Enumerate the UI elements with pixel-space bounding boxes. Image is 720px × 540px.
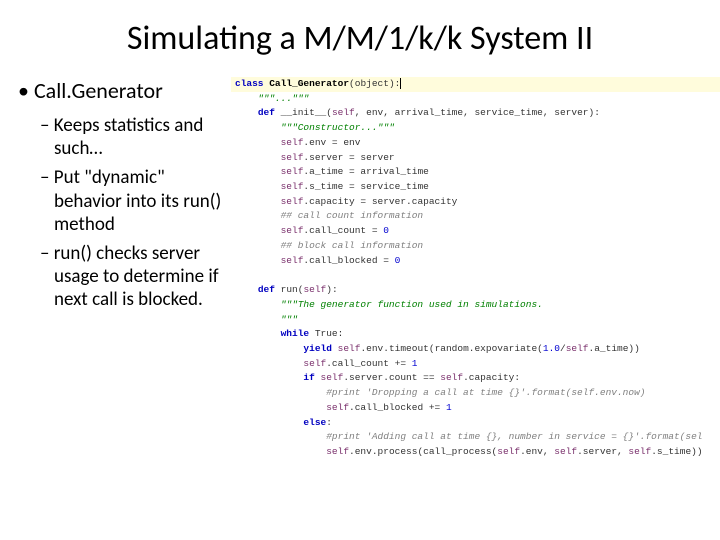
bullet-l1: Call.Generator bbox=[18, 77, 233, 104]
bullet-l2: run() checks server usage to determine i… bbox=[40, 242, 233, 312]
bullet-column: Call.Generator Keeps statistics and such… bbox=[18, 77, 233, 460]
code-block: class Call_Generator(object): """...""" … bbox=[235, 77, 720, 460]
slide-body: Call.Generator Keeps statistics and such… bbox=[0, 69, 720, 460]
bullet-l2: Keeps statistics and such… bbox=[40, 114, 233, 160]
slide-title: Simulating a M/M/1/k/k System II bbox=[0, 0, 720, 69]
bullet-l2: Put "dynamic" behavior into its run() me… bbox=[40, 166, 233, 236]
code-panel: class Call_Generator(object): """...""" … bbox=[233, 77, 720, 460]
